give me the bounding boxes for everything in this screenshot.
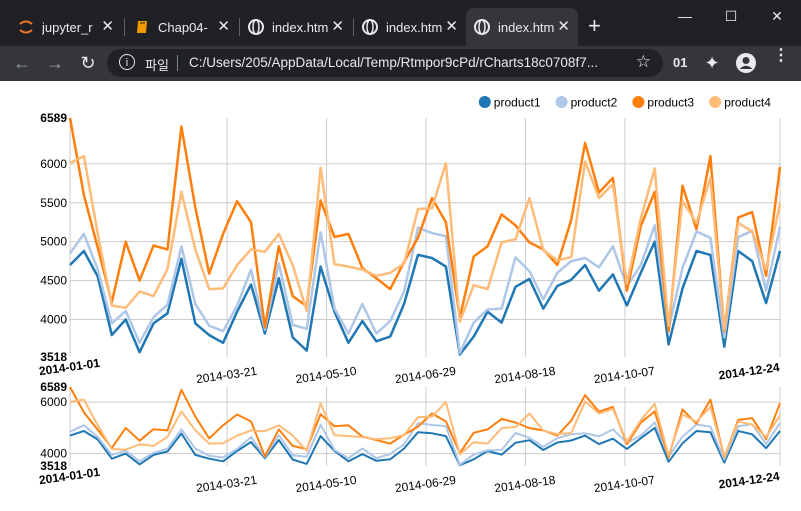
menu-icon[interactable]: ⋮ (773, 47, 789, 64)
tab-jupyter[interactable]: jupyter_r ✕ (10, 8, 122, 46)
tab-index-active[interactable]: index.htm ✕ (466, 8, 578, 46)
tab-separator (124, 18, 125, 36)
bookmark-star-icon[interactable]: ☆ (635, 52, 651, 71)
tab-title: index.htm (272, 19, 328, 35)
x-tick-label: 2014-08-18 (494, 364, 557, 386)
y-tick-label: 5000 (40, 235, 67, 249)
extensions-puzzle-icon[interactable]: ✦ (704, 53, 720, 73)
x-tick-label: 2014-12-24 (718, 469, 781, 491)
y-tick-label: 6000 (40, 157, 67, 171)
legend-label: product1 (494, 96, 541, 110)
tab-title: jupyter_r (42, 19, 93, 35)
y-tick-label: 3518 (40, 459, 67, 473)
y-tick-label: 6589 (40, 380, 67, 394)
y-tick-label: 3518 (40, 350, 67, 364)
book-icon (137, 21, 147, 33)
extension-01-button[interactable]: 01 (673, 55, 688, 70)
globe-icon (474, 19, 490, 35)
chart-legend: product1 product2 product3 product4 (478, 96, 772, 110)
legend-dot-icon (709, 96, 722, 108)
focus-lines (68, 117, 782, 356)
y-tick-label: 4500 (40, 274, 67, 288)
tab-title: index.htm (498, 19, 554, 35)
info-icon[interactable]: i (119, 54, 135, 70)
legend-dot-icon (478, 96, 491, 108)
maximize-button[interactable]: ☐ (724, 8, 738, 24)
x-tick-label: 2014-06-29 (394, 364, 457, 386)
series-line-product4 (69, 398, 781, 458)
x-tick-label: 2014-12-24 (718, 360, 781, 382)
series-line-product3 (68, 117, 782, 333)
y-tick-label: 4000 (40, 447, 67, 461)
tab-title: index.htm (386, 19, 442, 35)
x-tick-label: 2014-05-10 (295, 473, 358, 495)
tab-chap04[interactable]: Chap04- ✕ (126, 8, 238, 46)
legend-item-product4[interactable]: product4 (709, 96, 772, 110)
series-line-product3 (69, 386, 781, 459)
new-tab-button[interactable]: + (588, 13, 601, 38)
series-line-product2 (69, 421, 781, 466)
tab-close-icon[interactable]: ✕ (217, 18, 230, 35)
omnibox-divider (177, 55, 178, 71)
tab-separator (239, 18, 240, 36)
tab-title: Chap04- (158, 19, 208, 35)
back-button[interactable]: ← (13, 53, 31, 73)
profile-avatar-icon[interactable] (736, 53, 756, 73)
y-tick-label: 6589 (40, 111, 67, 125)
y-tick-label: 4000 (40, 312, 67, 326)
close-window-button[interactable]: ✕ (771, 8, 783, 24)
x-tick-label: 2014-06-29 (394, 473, 457, 495)
scheme-label: 파일 (145, 58, 169, 73)
globe-icon (248, 19, 264, 35)
url-text[interactable]: C:/Users/205/AppData/Local/Temp/Rtmpor9c… (189, 55, 598, 70)
legend-dot-icon (632, 96, 645, 108)
minimize-button[interactable]: — (678, 8, 692, 24)
forward-button[interactable]: → (46, 53, 64, 73)
legend-item-product2[interactable]: product2 (555, 96, 618, 110)
x-tick-label: 2014-05-10 (295, 364, 358, 386)
jupyter-icon (19, 20, 33, 34)
legend-dot-icon (555, 96, 568, 108)
x-tick-label: 2014-10-07 (593, 364, 656, 386)
x-tick-label: 2014-03-21 (195, 364, 258, 386)
x-tick-label: 2014-08-18 (494, 473, 557, 495)
legend-label: product3 (647, 96, 694, 110)
legend-item-product3[interactable]: product3 (632, 96, 695, 110)
tab-close-icon[interactable]: ✕ (331, 18, 344, 35)
tab-index-2[interactable]: index.htm ✕ (354, 8, 466, 46)
legend-label: product4 (724, 96, 771, 110)
page-content: product1 product2 product3 product4 3518 400… (0, 81, 801, 506)
reload-button[interactable]: ↻ (80, 53, 96, 73)
browser-toolbar: ← → ↻ i 파일 C:/Users/205/AppData/Local/Te… (0, 46, 801, 81)
legend-label: product2 (571, 96, 618, 110)
y-tick-label: 6000 (40, 395, 67, 409)
series-line-product2 (68, 224, 782, 355)
address-bar[interactable]: i 파일 C:/Users/205/AppData/Local/Temp/Rtm… (107, 49, 663, 77)
x-tick-label: 2014-03-21 (195, 473, 258, 495)
tab-close-icon[interactable]: ✕ (445, 18, 458, 35)
x-tick-label: 2014-10-07 (593, 473, 656, 495)
tab-strip: jupyter_r ✕ Chap04- ✕ index.htm ✕ index.… (0, 0, 801, 46)
series-line-product1 (69, 426, 781, 467)
tab-separator (353, 18, 354, 36)
tab-close-icon[interactable]: ✕ (101, 18, 114, 35)
legend-item-product1[interactable]: product1 (478, 96, 541, 110)
y-tick-label: 5500 (40, 196, 67, 210)
series-line-product1 (69, 240, 782, 356)
globe-icon (362, 19, 378, 35)
context-lines (69, 386, 781, 467)
tab-index-1[interactable]: index.htm ✕ (240, 8, 352, 46)
line-chart: product1 product2 product3 product4 3518400… (38, 96, 782, 495)
tab-close-icon[interactable]: ✕ (557, 18, 570, 35)
series-line-product4 (69, 154, 782, 331)
